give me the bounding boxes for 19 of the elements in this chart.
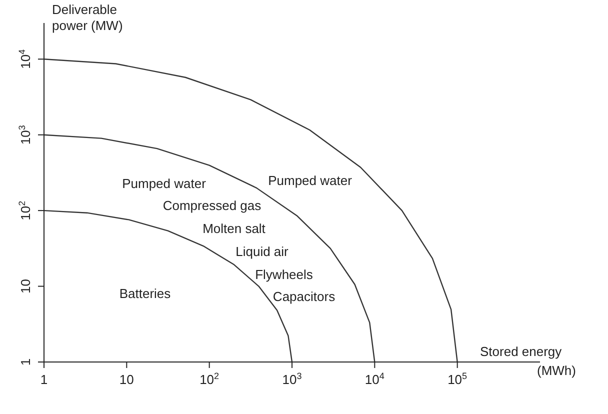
y-tick-label: 10 [18,279,33,294]
annotation: Pumped water [122,176,206,191]
x-tick-label: 10 [119,372,134,387]
annotation: Flywheels [255,267,313,282]
y-axis-title: Deliverable power (MW) [52,2,124,34]
y-tick-label: 1 [18,358,33,366]
x-tick-label: 10$^{2}$ [200,371,220,387]
x-tick-label: 10$^{5}$ [448,371,468,387]
x-axis-title: Stored energy [480,344,562,359]
text: (MWh) [537,363,576,378]
annotation: Molten salt [202,221,266,236]
x-tick-label: 10$^{4}$ [364,371,384,387]
x-tick-label: 10$^{3}$ [282,371,302,387]
annotation: Capacitors [272,289,336,304]
annotation: Pumped water [268,173,352,188]
x-tick-label: 1 [40,372,48,387]
annotation: Batteries [119,286,171,301]
annotation: Compressed gas [162,198,262,213]
annotation: Liquid air [236,244,288,259]
